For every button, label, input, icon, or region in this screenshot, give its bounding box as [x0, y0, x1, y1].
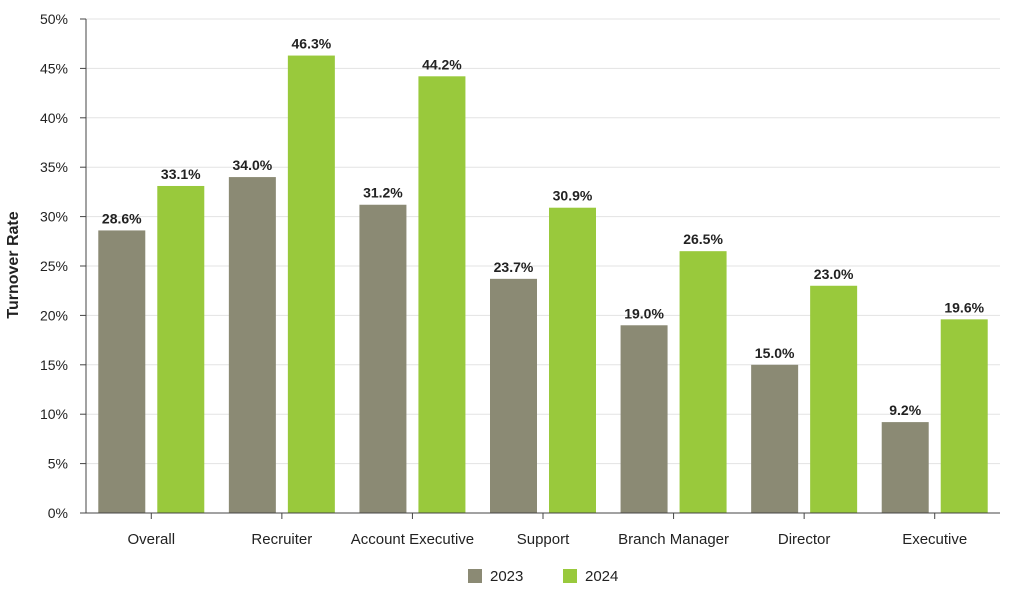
data-label: 19.0%: [624, 305, 664, 321]
y-tick-label: 0%: [48, 505, 68, 521]
bar-2024-overall: [157, 185, 205, 514]
y-tick-label: 35%: [40, 159, 68, 175]
bar-2023-support: [490, 278, 537, 513]
bar-2023-executive: [881, 422, 929, 513]
data-label: 31.2%: [363, 185, 403, 201]
y-tick-label: 20%: [40, 307, 68, 323]
x-category-label: Branch Manager: [618, 531, 729, 548]
y-tick-label: 25%: [40, 258, 68, 274]
bar-2024-recruiter: [287, 55, 335, 513]
y-axis-label: Turnover Rate: [5, 211, 22, 318]
bar-2023-branch-manager: [620, 325, 668, 513]
data-label: 28.6%: [102, 210, 142, 226]
x-category-label: Account Executive: [351, 531, 474, 548]
data-label: 15.0%: [755, 345, 795, 361]
y-tick-label: 45%: [40, 60, 68, 76]
x-category-label: Recruiter: [251, 531, 312, 548]
x-axis: Overall Recruiter Account Executive Support…: [86, 512, 1000, 548]
y-tick-label: 40%: [40, 110, 68, 126]
y-tick-label: 30%: [40, 209, 68, 225]
data-label: 46.3%: [292, 36, 332, 52]
y-tick-label: 50%: [40, 11, 68, 27]
bar-2024-executive: [940, 319, 988, 513]
y-tick-label: 15%: [40, 357, 68, 373]
x-category-label: Support: [517, 531, 570, 548]
bars: 28.6% 33.1% 34.0% 46.3% 31.2% 44.2% 23.7% 30.9%…: [98, 36, 988, 514]
bar-2024-account-executive: [418, 76, 466, 513]
bar-2024-branch-manager: [679, 251, 727, 513]
bar-2024-director: [810, 285, 858, 513]
data-label: 44.2%: [422, 56, 462, 72]
bar-2024-support: [549, 207, 596, 513]
y-tick-label: 10%: [40, 406, 68, 422]
data-label: 23.7%: [494, 259, 534, 275]
legend: 2023 2024: [468, 568, 618, 585]
y-tick-label: 5%: [48, 456, 68, 472]
data-label: 9.2%: [889, 402, 921, 418]
x-category-label: Overall: [128, 531, 176, 548]
y-axis: 0% 5% 10% 15% 20% 25% 30% 35% 40% 45% 50%: [40, 11, 87, 521]
gridlines: [86, 18, 1000, 465]
legend-label-2024: 2024: [585, 568, 618, 585]
legend-swatch-2023: [468, 569, 482, 583]
bar-2023-director: [751, 364, 799, 513]
x-category-label: Director: [778, 531, 831, 548]
bar-2023-recruiter: [228, 177, 276, 513]
x-category-label: Executive: [902, 531, 967, 548]
legend-swatch-2024: [563, 569, 577, 583]
legend-label-2023: 2023: [490, 568, 523, 585]
data-label: 33.1%: [161, 166, 201, 182]
data-label: 30.9%: [553, 188, 593, 204]
data-label: 34.0%: [233, 157, 273, 173]
data-label: 26.5%: [683, 231, 723, 247]
data-label: 23.0%: [814, 266, 854, 282]
bar-2023-account-executive: [359, 204, 407, 513]
bar-2023-overall: [98, 230, 146, 513]
data-label: 19.6%: [944, 299, 984, 315]
